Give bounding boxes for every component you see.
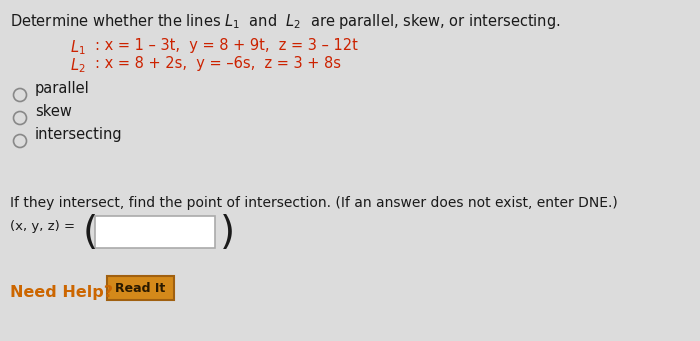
Text: parallel: parallel xyxy=(35,81,90,97)
Text: Determine whether the lines $L_1$  and  $L_2$  are parallel, skew, or intersecti: Determine whether the lines $L_1$ and $L… xyxy=(10,12,561,31)
Text: Need Help?: Need Help? xyxy=(10,285,113,300)
Text: (x, y, z) =: (x, y, z) = xyxy=(10,220,75,233)
Text: ): ) xyxy=(220,214,235,252)
Text: : x = 8 + 2s,  y = –6s,  z = 3 + 8s: : x = 8 + 2s, y = –6s, z = 3 + 8s xyxy=(95,56,341,71)
Text: skew: skew xyxy=(35,104,72,119)
Text: (: ( xyxy=(83,214,98,252)
FancyBboxPatch shape xyxy=(95,216,215,248)
Text: Read It: Read It xyxy=(116,282,166,295)
FancyBboxPatch shape xyxy=(107,276,174,300)
Text: If they intersect, find the point of intersection. (If an answer does not exist,: If they intersect, find the point of int… xyxy=(10,196,617,210)
Text: $L_1$: $L_1$ xyxy=(70,38,85,57)
Text: intersecting: intersecting xyxy=(35,128,122,143)
Text: : x = 1 – 3t,  y = 8 + 9t,  z = 3 – 12t: : x = 1 – 3t, y = 8 + 9t, z = 3 – 12t xyxy=(95,38,358,53)
Text: $L_2$: $L_2$ xyxy=(70,56,85,75)
